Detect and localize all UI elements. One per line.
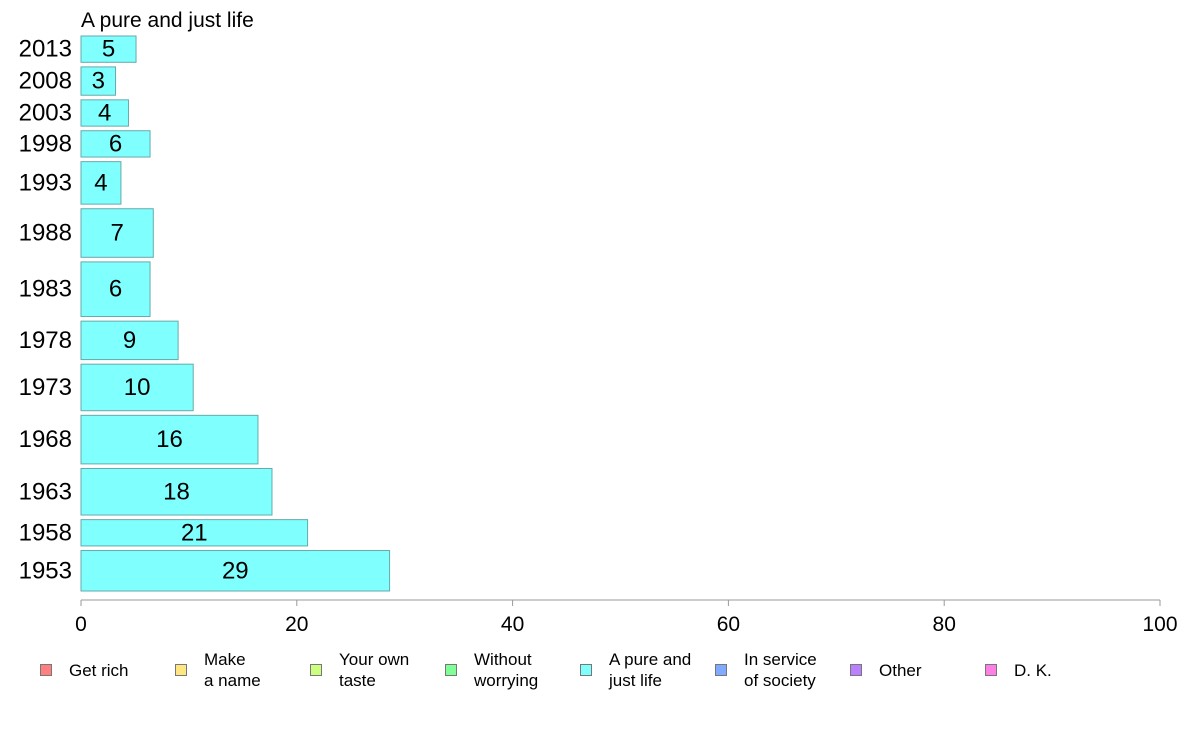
x-tick-label: 0: [75, 613, 87, 636]
legend-swatch: [40, 664, 52, 676]
legend-label: Get rich: [69, 660, 129, 680]
legend-swatch: [445, 664, 457, 676]
bar-2003: [80, 99, 129, 127]
y-tick-label: 2003: [19, 99, 72, 126]
bar-value-label: 18: [163, 478, 190, 505]
y-tick-label: 1983: [19, 276, 72, 303]
y-tick-label: 1998: [19, 130, 72, 157]
bar-value-label: 3: [92, 68, 105, 95]
legend-swatch: [580, 664, 592, 676]
bar-value-label: 4: [98, 99, 111, 126]
y-tick-label: 1993: [19, 169, 72, 196]
bar-value-label: 5: [102, 36, 115, 63]
x-tick-label: 40: [501, 613, 524, 636]
legend: Get rich Make a name Your own taste Without…: [40, 650, 1160, 700]
x-tick-label: 80: [933, 613, 956, 636]
legend-item: D. K.: [985, 650, 1052, 690]
bar-1978: [80, 320, 179, 361]
bar-value-label: 7: [110, 220, 123, 247]
x-tick-label: 60: [717, 613, 740, 636]
x-tick-label: 100: [1142, 613, 1177, 636]
legend-item: In service of society: [715, 650, 817, 690]
bar-1953: [80, 550, 391, 592]
y-tick-label: 1953: [19, 557, 72, 584]
bar-value-label: 6: [109, 276, 122, 303]
bar-1988: [80, 208, 154, 258]
legend-label: In service of society: [744, 650, 817, 690]
y-tick-label: 1958: [19, 519, 72, 546]
bar-value-label: 6: [109, 130, 122, 157]
y-tick-label: 1968: [19, 426, 72, 453]
bar-1993: [80, 161, 122, 205]
bar-value-label: 9: [123, 327, 136, 354]
legend-item: Make a name: [175, 650, 261, 690]
legend-item: Your own taste: [310, 650, 409, 690]
legend-item: Get rich: [40, 650, 129, 690]
legend-label: Without worrying: [474, 650, 539, 690]
y-tick-label: 1978: [19, 327, 72, 354]
bar-1983: [80, 261, 151, 318]
bar-value-label: 29: [222, 557, 249, 584]
legend-label: D. K.: [1014, 660, 1052, 680]
bar-2008: [80, 66, 117, 96]
bar-1963: [80, 467, 273, 516]
legend-item: Other: [850, 650, 922, 690]
y-tick-label: 1963: [19, 478, 72, 505]
bar-value-label: 21: [181, 519, 208, 546]
x-tick-label: 20: [285, 613, 308, 636]
y-tick-label: 2008: [19, 68, 72, 95]
legend-swatch: [175, 664, 187, 676]
legend-swatch: [715, 664, 727, 676]
legend-item: Without worrying: [445, 650, 538, 690]
legend-item: A pure and just life: [580, 650, 691, 690]
legend-swatch: [985, 664, 997, 676]
bar-chart: A pure and just life 29 1953 21 1958 18 1963 1…: [19, 9, 1178, 636]
legend-label: Your own taste: [339, 650, 410, 690]
bar-1968: [80, 414, 259, 465]
legend-swatch: [310, 664, 322, 676]
bar-1958: [80, 519, 309, 547]
legend-label: A pure and just life: [609, 650, 692, 690]
legend-label: Make a name: [204, 650, 261, 690]
legend-swatch: [850, 664, 862, 676]
bar-value-label: 16: [156, 426, 183, 453]
legend-label: Other: [879, 660, 922, 680]
bar-2013: [80, 35, 137, 63]
y-tick-label: 1988: [19, 220, 72, 247]
bar-1973: [80, 363, 194, 412]
bar-value-label: 10: [124, 374, 151, 401]
bar-value-label: 4: [94, 169, 107, 196]
chart-title: A pure and just life: [81, 9, 254, 32]
bar-1998: [80, 130, 151, 158]
y-tick-label: 2013: [19, 36, 72, 63]
y-tick-label: 1973: [19, 374, 72, 401]
